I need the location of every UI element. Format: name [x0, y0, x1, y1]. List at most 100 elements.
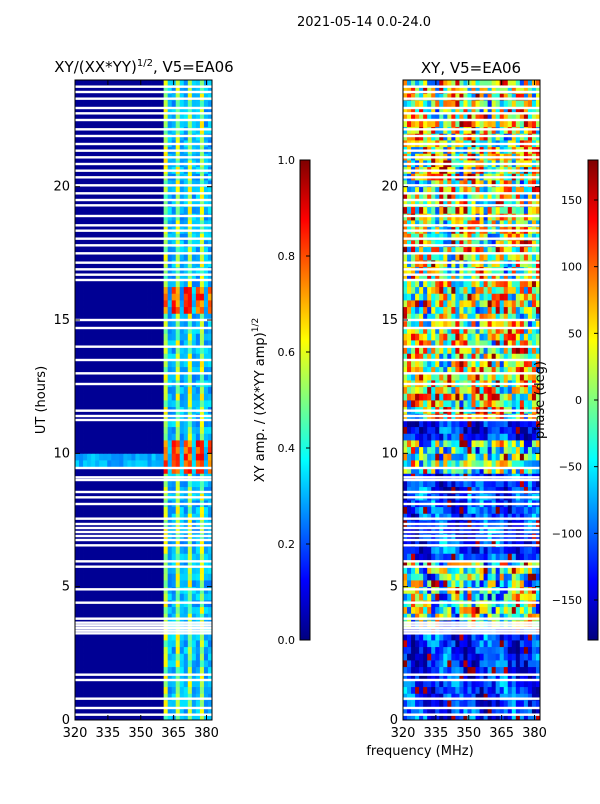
phase-heatmap-cell [508, 640, 512, 647]
phase-heatmap-cell [463, 593, 467, 600]
phase-heatmap-cell [419, 607, 423, 614]
amp-heatmap-cell [188, 593, 192, 600]
amp-flagged-row [75, 163, 212, 165]
amp-heatmap-cell [152, 580, 156, 587]
phase-heatmap-cell [447, 507, 451, 514]
phase-heatmap-cell [447, 580, 451, 587]
phase-heatmap-cell [411, 433, 415, 440]
phase-heatmap-cell [520, 440, 524, 447]
phase-heatmap-cell [431, 427, 435, 434]
amp-heatmap-cell [188, 607, 192, 614]
amp-heatmap-cell [87, 647, 91, 654]
phase-heatmap-cell [500, 553, 504, 560]
amp-flagged-row [75, 192, 212, 194]
phase-heatmap-cell [528, 507, 532, 514]
amp-heatmap-cell [91, 700, 95, 707]
phase-heatmap-cell [459, 440, 463, 447]
phase-heatmap-cell [528, 573, 532, 580]
phase-heatmap-cell [403, 660, 407, 667]
phase-heatmap-cell [463, 607, 467, 614]
amp-heatmap-cell [188, 427, 192, 434]
amp-heatmap-cell [156, 300, 160, 307]
phase-heatmap-cell [455, 687, 459, 694]
amp-heatmap-cell [160, 100, 164, 107]
amp-heatmap-cell [123, 580, 127, 587]
phase-heatmap-cell [435, 667, 439, 674]
amp-heatmap-cell [75, 607, 79, 614]
amp-heatmap-cell [156, 653, 160, 660]
phase-heatmap-cell [415, 580, 419, 587]
phase-heatmap-cell [407, 447, 411, 454]
phase-heatmap-cell [484, 660, 488, 667]
phase-heatmap-cell [463, 427, 467, 434]
amp-heatmap-cell [135, 653, 139, 660]
phase-heatmap-cell [427, 660, 431, 667]
amp-heatmap-cell [75, 507, 79, 514]
amp-heatmap-cell [184, 700, 188, 707]
amp-heatmap-cell [172, 647, 176, 654]
amp-heatmap-cell [200, 453, 204, 460]
amp-heatmap-cell [148, 640, 152, 647]
phase-heatmap-cell [439, 400, 443, 407]
phase-heatmap-cell [415, 427, 419, 434]
amp-heatmap-cell [131, 400, 135, 407]
phase-heatmap-cell [496, 427, 500, 434]
phase-heatmap-cell [451, 687, 455, 694]
amp-heatmap-cell [152, 307, 156, 314]
amp-heatmap-cell [184, 580, 188, 587]
amp-heatmap-cell [127, 333, 131, 340]
phase-heatmap-cell [480, 580, 484, 587]
amp-heatmap-cell [135, 660, 139, 667]
amp-heatmap-cell [168, 333, 172, 340]
amp-heatmap-cell [123, 440, 127, 447]
amp-heatmap-cell [107, 400, 111, 407]
amp-heatmap-cell [180, 640, 184, 647]
phase-heatmap-cell [403, 460, 407, 467]
phase-heatmap-cell [520, 687, 524, 694]
phase-heatmap-cell [528, 640, 532, 647]
phase-heatmap-cell [407, 640, 411, 647]
amp-heatmap-cell [168, 293, 172, 300]
amp-flagged-row [75, 503, 212, 505]
amp-heatmap-cell [160, 400, 164, 407]
amp-heatmap-cell [83, 640, 87, 647]
amp-heatmap-cell [91, 447, 95, 454]
amp-heatmap-cell [148, 300, 152, 307]
amp-heatmap-cell [180, 387, 184, 394]
amp-heatmap-cell [176, 433, 180, 440]
phase-heatmap-cell [415, 507, 419, 514]
phase-heatmap-cell [484, 667, 488, 674]
amp-heatmap-cell [87, 433, 91, 440]
amp-heatmap-cell [192, 647, 196, 654]
amp-heatmap-cell [184, 660, 188, 667]
phase-heatmap-cell [476, 453, 480, 460]
phase-heatmap-cell [496, 553, 500, 560]
amp-heatmap-cell [115, 507, 119, 514]
phase-heatmap-cell [504, 573, 508, 580]
phase-heatmap-cell [528, 580, 532, 587]
amp-heatmap-cell [111, 640, 115, 647]
amp-heatmap-cell [176, 607, 180, 614]
amp-heatmap-cell [144, 400, 148, 407]
phase-heatmap-cell [407, 440, 411, 447]
amp-heatmap-cell [87, 387, 91, 394]
amp-heatmap-cell [99, 453, 103, 460]
amp-heatmap-cell [123, 307, 127, 314]
phase-heatmap-cell [472, 580, 476, 587]
amp-heatmap-cell [119, 440, 123, 447]
amp-heatmap-cell [99, 293, 103, 300]
amp-heatmap-cell [75, 580, 79, 587]
amp-heatmap-cell [95, 400, 99, 407]
amp-heatmap-cell [152, 453, 156, 460]
amp-heatmap-cell [111, 300, 115, 307]
amp-heatmap-cell [75, 593, 79, 600]
phase-heatmap-cell [492, 447, 496, 454]
amp-heatmap-cell [204, 440, 208, 447]
phase-heatmap-cell [472, 453, 476, 460]
phase-heatmap-cell [504, 687, 508, 694]
amp-heatmap-cell [144, 447, 148, 454]
phase-heatmap-cell [423, 547, 427, 554]
amp-heatmap-cell [115, 427, 119, 434]
amp-heatmap-cell [172, 607, 176, 614]
amp-heatmap-cell [184, 653, 188, 660]
